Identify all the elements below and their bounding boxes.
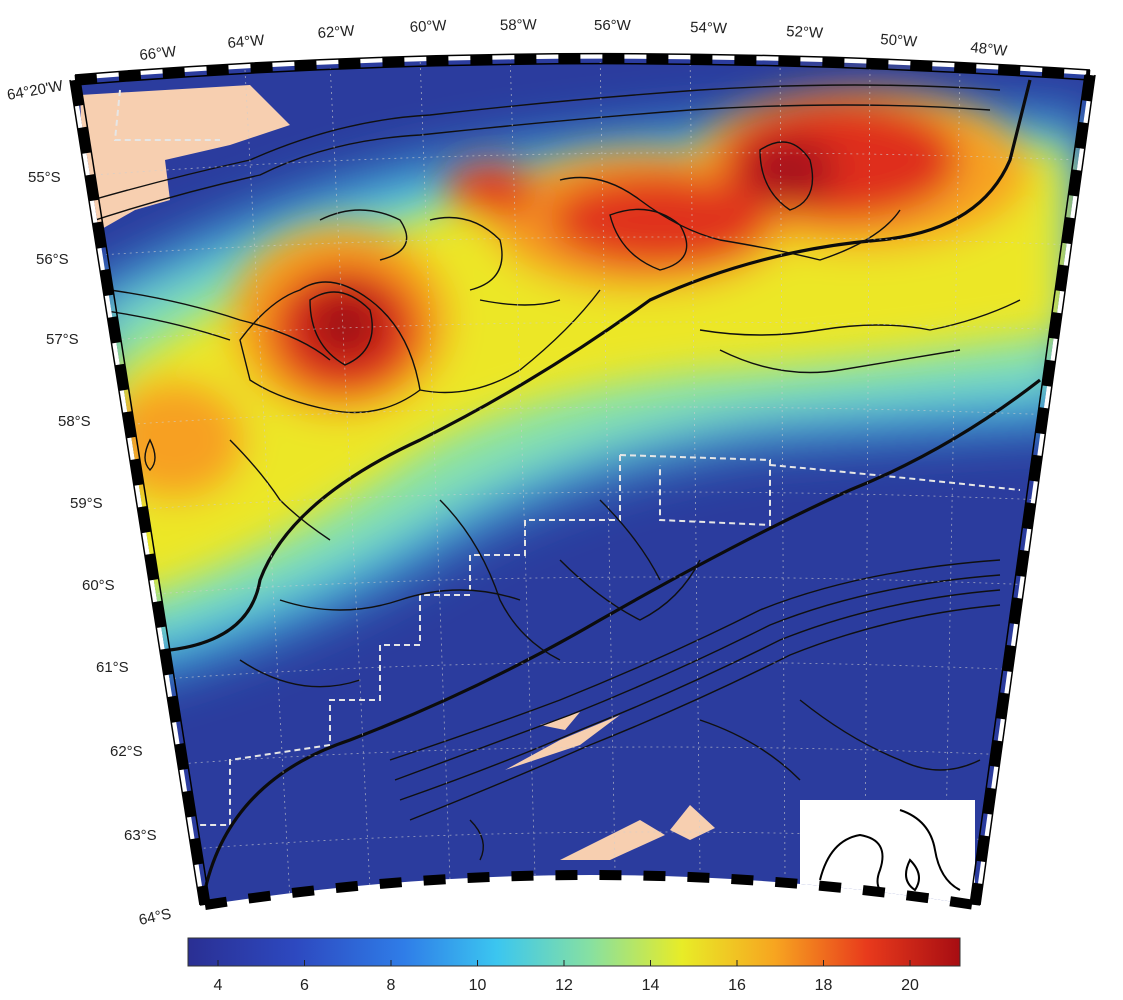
- lat-label: 64°S: [137, 905, 173, 928]
- colorbar-tick-label: 4: [214, 977, 223, 994]
- land-island-a: [505, 715, 620, 770]
- lon-label: 58°W: [500, 16, 538, 34]
- colorbar-tick-label: 6: [300, 977, 309, 994]
- lat-label: 58°S: [58, 413, 91, 430]
- colorbar-tick-label: 20: [901, 977, 919, 994]
- lat-label: 55°S: [28, 169, 61, 186]
- colorbar: 4 6 8 10 12 14 16 18 20: [187, 937, 961, 994]
- latitude-labels: 55°S 56°S 57°S 58°S 59°S 60°S 61°S 62°S …: [28, 169, 173, 929]
- graticule: [94, 58, 1081, 901]
- field-darkred-east: [745, 140, 835, 200]
- lon-label: 56°W: [594, 17, 632, 34]
- field-red-north: [445, 162, 535, 218]
- boundary-lines: [113, 89, 1021, 826]
- lat-label: 56°S: [36, 251, 69, 268]
- lat-label: 57°S: [46, 331, 79, 348]
- map-frame: [69, 52, 1096, 910]
- colorbar-tick-label: 16: [728, 977, 746, 994]
- lat-label: 59°S: [70, 495, 103, 512]
- lon-label: 48°W: [970, 39, 1009, 60]
- land-tierra-del-fuego: [80, 85, 290, 230]
- lon-label: 52°W: [786, 23, 825, 42]
- lon-label: 62°W: [317, 22, 356, 42]
- lat-label: 60°S: [82, 577, 115, 594]
- lon-label: 66°W: [139, 43, 178, 64]
- land-island-c: [560, 820, 665, 860]
- frame-top: [74, 53, 1091, 85]
- colorbar-tick-label: 12: [555, 977, 573, 994]
- land-island-b: [540, 712, 580, 730]
- lat-label: 61°S: [96, 659, 129, 676]
- frame-bottom: [204, 870, 976, 910]
- colorbar-tick-label: 18: [815, 977, 833, 994]
- bathymetry-contours: [75, 84, 1021, 861]
- colorbar-tick-label: 10: [469, 977, 487, 994]
- lat-label: 62°S: [110, 743, 143, 760]
- lon-label: 50°W: [880, 31, 919, 51]
- field-darkred-west: [305, 290, 385, 360]
- lon-label: 64°20'W: [6, 77, 65, 104]
- lon-label: 54°W: [690, 19, 728, 37]
- colorbar-bar: [187, 937, 961, 967]
- colorbar-tick-label: 14: [642, 977, 660, 994]
- longitude-labels: 64°20'W 66°W 64°W 62°W 60°W 58°W 56°W 54…: [6, 16, 1009, 104]
- lon-label: 64°W: [227, 32, 266, 52]
- colorbar-ticks: 4 6 8 10 12 14 16 18 20: [214, 960, 919, 994]
- colorbar-tick-label: 8: [387, 977, 396, 994]
- land-island-d: [670, 805, 715, 840]
- lon-label: 60°W: [409, 17, 448, 36]
- frame-left: [70, 79, 210, 906]
- lat-label: 63°S: [124, 827, 157, 844]
- field-red-center: [550, 175, 770, 265]
